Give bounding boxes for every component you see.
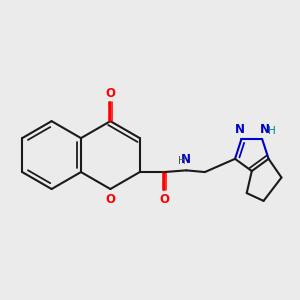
Text: N: N [260,123,270,136]
Text: N: N [235,123,245,136]
Text: H: H [268,126,275,136]
Text: O: O [105,87,116,100]
Text: O: O [159,193,169,206]
Text: H: H [178,156,186,166]
Text: O: O [105,193,116,206]
Text: N: N [181,153,191,166]
